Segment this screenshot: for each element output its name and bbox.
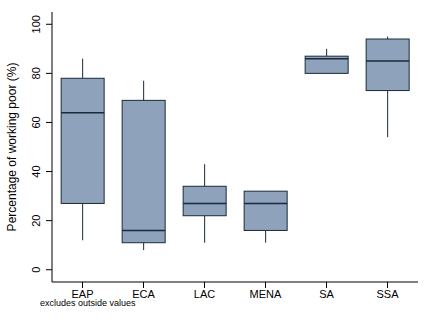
- svg-text:60: 60: [30, 116, 42, 128]
- svg-text:SSA: SSA: [376, 288, 399, 300]
- svg-text:20: 20: [30, 215, 42, 227]
- svg-text:100: 100: [30, 15, 42, 33]
- html-text:excludes outside values: excludes outside values: [40, 298, 136, 308]
- svg-text:MENA: MENA: [250, 288, 282, 300]
- svg-text:ECA: ECA: [132, 288, 155, 300]
- svg-text:40: 40: [30, 165, 42, 177]
- svg-text:0: 0: [30, 267, 42, 273]
- svg-text:80: 80: [30, 67, 42, 79]
- svg-text:EAP: EAP: [71, 287, 94, 300]
- svg-text:SA: SA: [319, 288, 334, 300]
- svg-text:Percentage of working poor (%): Percentage of working poor (%): [8, 63, 19, 232]
- svg-text:LAC: LAC: [194, 288, 215, 300]
